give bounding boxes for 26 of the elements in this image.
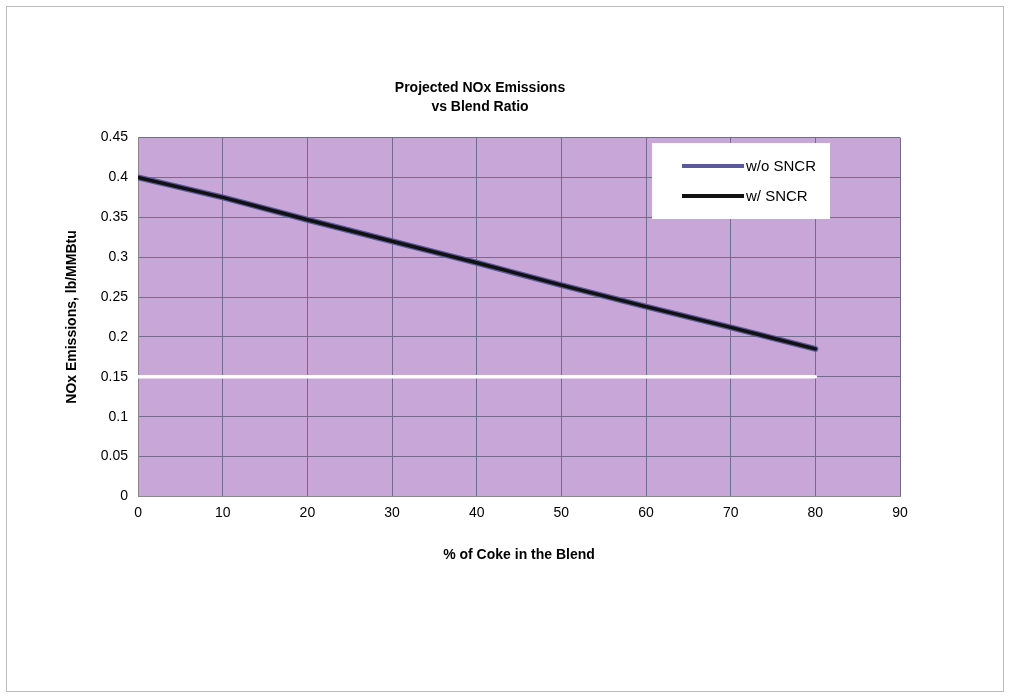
legend-label: w/o SNCR	[746, 155, 817, 176]
x-tick-label: 40	[468, 503, 485, 520]
chart-subtitle: vs Blend Ratio	[431, 98, 529, 115]
y-tick-label: 0.4	[108, 168, 129, 185]
y-tick-label: 0.05	[100, 447, 129, 464]
x-tick-label: 0	[134, 503, 143, 520]
y-tick-label: 0.45	[100, 128, 129, 145]
y-tick-label: 0.2	[108, 327, 129, 344]
x-tick-label: 10	[214, 503, 231, 520]
x-tick-label: 90	[892, 503, 908, 520]
x-tick-label: 20	[299, 503, 316, 520]
y-tick-label: 0.1	[108, 407, 129, 424]
y-tick-label: 0.25	[100, 287, 129, 304]
y-tick-label: 0	[120, 487, 129, 504]
legend-label: w/ SNCR	[746, 185, 808, 206]
x-tick-label: 30	[384, 503, 401, 520]
x-tick-label: 70	[722, 503, 739, 520]
y-tick-label: 0.3	[108, 248, 129, 265]
chart-title: Projected NOx Emissions	[394, 79, 566, 96]
x-tick-label: 50	[553, 503, 570, 520]
x-axis-title: % of Coke in the Blend	[443, 546, 595, 563]
y-tick-label: 0.35	[100, 208, 129, 225]
y-axis-title: NOx Emissions, lb/MMBtu	[63, 230, 80, 404]
x-tick-label: 60	[638, 503, 655, 520]
x-tick-label: 80	[807, 503, 824, 520]
y-tick-label: 0.15	[100, 367, 129, 384]
